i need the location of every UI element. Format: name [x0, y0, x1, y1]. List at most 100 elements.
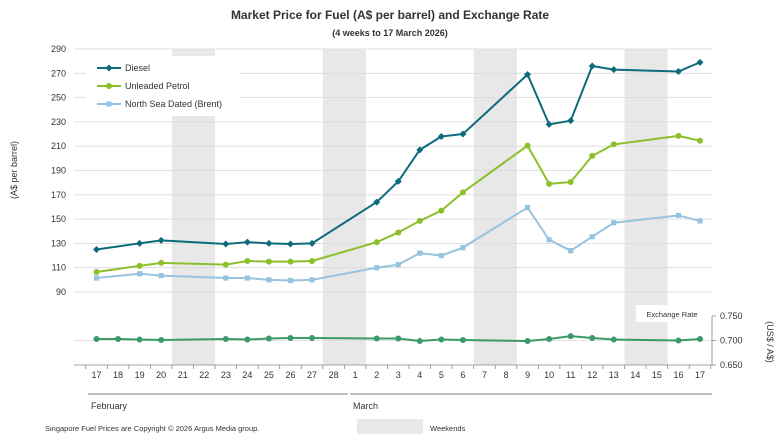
- x-tick-label: 4: [417, 370, 422, 380]
- data-point-exchange-rate: [589, 335, 596, 342]
- data-point-unleaded-petrol: [136, 262, 143, 269]
- x-tick-label: 9: [525, 370, 530, 380]
- y-tick-label: 250: [51, 93, 66, 103]
- y2-tick-label: 0.750: [720, 311, 743, 321]
- data-point-diesel: [416, 146, 424, 154]
- x-tick-label: 18: [113, 370, 123, 380]
- x-tick-label: 1: [353, 370, 358, 380]
- data-point-unleaded-petrol: [438, 207, 445, 214]
- data-point-unleaded-petrol: [524, 142, 531, 149]
- data-point-exchange-rate: [244, 336, 251, 343]
- data-point-unleaded-petrol: [158, 259, 165, 266]
- data-point-exchange-rate: [567, 333, 574, 340]
- x-tick-label: 26: [285, 370, 295, 380]
- y-tick-label: 210: [51, 141, 66, 151]
- data-point-exchange-rate: [158, 337, 165, 344]
- data-point-unleaded-petrol: [244, 258, 251, 265]
- data-point-diesel: [459, 130, 467, 138]
- x-tick-label: 11: [566, 370, 575, 380]
- data-point-unleaded-petrol: [265, 258, 272, 265]
- data-point-unleaded-petrol: [395, 229, 402, 236]
- weekend-band: [322, 49, 366, 365]
- x-tick-label: 14: [630, 370, 640, 380]
- x-tick-label: 5: [439, 370, 444, 380]
- x-tick-label: 17: [695, 370, 705, 380]
- weekends-legend-swatch: [357, 419, 423, 434]
- x-tick-label: 20: [156, 370, 166, 380]
- data-point-unleaded-petrol: [589, 152, 596, 159]
- data-point-exchange-rate: [373, 335, 380, 342]
- data-point-diesel: [588, 62, 596, 70]
- data-point-exchange-rate: [459, 337, 466, 344]
- x-tick-label: 16: [673, 370, 683, 380]
- chart-subtitle: (4 weeks to 17 March 2026): [332, 28, 448, 38]
- data-point-north-sea-dated-brent: [417, 250, 423, 256]
- data-point-exchange-rate: [416, 337, 423, 344]
- data-point-diesel: [545, 120, 553, 128]
- data-point-unleaded-petrol: [222, 261, 229, 268]
- data-point-north-sea-dated-brent: [611, 220, 617, 226]
- data-point-north-sea-dated-brent: [244, 275, 250, 281]
- data-point-north-sea-dated-brent: [546, 237, 552, 243]
- copyright-note: Singapore Fuel Prices are Copyright © 20…: [45, 424, 259, 433]
- data-point-diesel: [394, 177, 402, 185]
- y-tick-label: 170: [51, 190, 66, 200]
- data-point-diesel: [524, 71, 532, 79]
- x-tick-label: 10: [544, 370, 554, 380]
- data-point-diesel: [696, 58, 704, 66]
- x-tick-label: 15: [652, 370, 662, 380]
- data-point-north-sea-dated-brent: [137, 271, 143, 277]
- y-tick-label: 190: [51, 166, 66, 176]
- data-point-north-sea-dated-brent: [524, 204, 531, 211]
- legend-label-unleaded-petrol: Unleaded Petrol: [125, 81, 190, 91]
- data-point-north-sea-dated-brent: [589, 234, 595, 240]
- series-line-north-sea-dated-brent: [96, 206, 701, 282]
- x-tick-label: 21: [178, 370, 188, 380]
- exchange-rate-label-box: [636, 305, 709, 322]
- data-point-diesel: [222, 240, 230, 248]
- data-point-north-sea-dated-brent: [395, 262, 401, 268]
- data-point-diesel: [136, 239, 144, 247]
- y-tick-label: 130: [51, 238, 66, 248]
- data-point-north-sea-dated-brent: [438, 252, 444, 259]
- y-tick-label: 150: [51, 214, 66, 224]
- data-point-diesel: [308, 239, 316, 247]
- y2-axis-label: (US$ / A$): [765, 321, 775, 363]
- data-point-exchange-rate: [524, 337, 531, 344]
- data-point-north-sea-dated-brent: [93, 275, 100, 281]
- x-tick-label: 25: [264, 370, 274, 380]
- y2-tick-label: 0.700: [720, 336, 743, 346]
- x-tick-label: 3: [396, 370, 401, 380]
- data-point-exchange-rate: [93, 336, 100, 343]
- data-point-north-sea-dated-brent: [309, 277, 315, 283]
- weekend-bands: [171, 49, 668, 365]
- data-point-north-sea-dated-brent: [374, 265, 380, 271]
- y-tick-label: 290: [51, 44, 66, 54]
- data-point-diesel: [610, 66, 618, 74]
- data-point-unleaded-petrol: [93, 268, 100, 275]
- data-point-north-sea-dated-brent: [697, 218, 703, 224]
- series-lines: [93, 58, 704, 344]
- y-axis-label: (A$ per barrel): [9, 141, 19, 199]
- series-line-unleaded-petrol: [96, 134, 701, 273]
- data-point-unleaded-petrol: [675, 132, 682, 139]
- x-tick-label: 12: [587, 370, 597, 380]
- weekend-band: [473, 49, 517, 365]
- data-point-diesel: [674, 67, 682, 75]
- data-point-diesel: [373, 198, 381, 206]
- data-point-unleaded-petrol: [309, 258, 316, 265]
- data-point-north-sea-dated-brent: [287, 277, 294, 284]
- data-point-unleaded-petrol: [610, 141, 617, 148]
- axes: 290270250230210190170150130110900.7500.7…: [51, 44, 743, 380]
- gridlines: [74, 48, 712, 341]
- data-point-exchange-rate: [675, 337, 682, 344]
- x-tick-label: 7: [482, 370, 487, 380]
- data-point-diesel: [437, 132, 445, 140]
- data-point-exchange-rate: [222, 336, 229, 343]
- data-point-north-sea-dated-brent: [266, 277, 272, 283]
- y-tick-label: 110: [52, 263, 66, 273]
- month-label-february: February: [91, 401, 128, 411]
- x-tick-label: 28: [329, 370, 339, 380]
- data-point-exchange-rate: [697, 336, 703, 343]
- month-label-march: March: [353, 401, 378, 411]
